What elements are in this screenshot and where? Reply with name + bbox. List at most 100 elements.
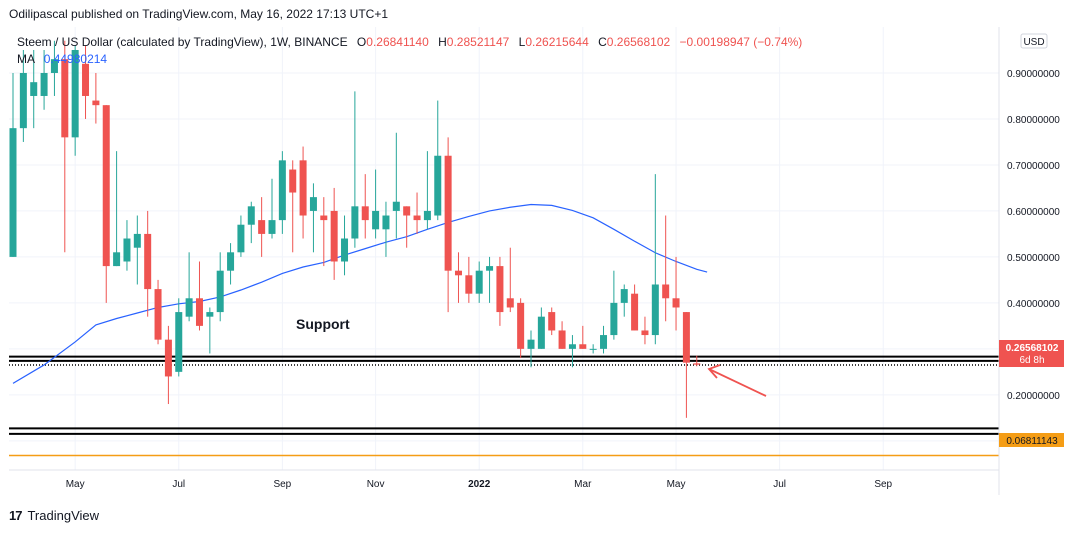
candle [558, 321, 566, 349]
time-tick-label: Jul [172, 479, 185, 490]
candle [237, 215, 245, 257]
candle [434, 100, 442, 221]
candle-body [268, 220, 276, 234]
candle-body [50, 59, 58, 73]
legend-row: Steem / US Dollar (calculated by Trading… [17, 35, 802, 49]
bar-countdown: 6d 8h [1019, 355, 1044, 366]
candle [351, 91, 359, 248]
candle-body [672, 298, 680, 308]
price-tick-label: 0.40000000 [1007, 299, 1060, 310]
candle [133, 215, 141, 285]
price-tick-label: 0.60000000 [1007, 207, 1060, 218]
candle-body [237, 224, 245, 253]
candle [506, 247, 514, 313]
candle-body [309, 197, 317, 211]
time-tick-label: Jul [773, 479, 786, 490]
candle-body [82, 63, 90, 96]
candle-body [475, 270, 483, 294]
candle [92, 72, 100, 124]
orange-line-label: 0.06811143 [999, 433, 1064, 447]
candle [123, 220, 131, 271]
candle [154, 279, 162, 345]
footer: 17 TradingView [9, 508, 99, 523]
candle [662, 215, 670, 322]
price-axis[interactable]: 0.90000000 0.80000000 0.70000000 0.60000000… [1007, 69, 1060, 448]
candle [579, 325, 587, 349]
legend-c-label: C [598, 35, 607, 49]
legend-o-label: O [357, 35, 366, 49]
candle [30, 49, 38, 129]
publish-info: Odilipascal published on TradingView.com… [9, 7, 389, 21]
legend-ma-value: 0.44980214 [44, 52, 108, 66]
candle-body [558, 330, 566, 349]
time-axis[interactable]: May Jul Sep Nov 2022 Mar May Jul Sep [66, 479, 893, 490]
candle [486, 256, 494, 303]
candle [589, 344, 597, 354]
candle-body [185, 298, 193, 317]
candle-body [434, 155, 442, 216]
candle [299, 146, 307, 239]
candle [372, 169, 380, 239]
candle-body [278, 160, 286, 221]
candle [258, 197, 266, 257]
candle [444, 137, 452, 313]
time-tick-label: Sep [273, 479, 291, 490]
legend-ma-row: MA 0.44980214 [17, 52, 107, 66]
candle-body [102, 105, 110, 267]
candle [392, 132, 400, 239]
candle-body [30, 82, 38, 96]
candle [309, 183, 317, 253]
candle [454, 252, 462, 303]
candle [641, 316, 649, 345]
candle [289, 160, 297, 253]
time-tick-label: May [667, 479, 686, 490]
candle-body [71, 49, 79, 138]
arrow-head [707, 364, 721, 379]
candle [82, 45, 90, 119]
candle [465, 256, 473, 303]
candle-body [454, 270, 462, 276]
candle-body [693, 363, 701, 365]
candle [413, 192, 421, 234]
candle-body [61, 59, 69, 138]
time-tick-label: May [66, 479, 85, 490]
arrow-shaft [708, 368, 767, 397]
candle [693, 355, 701, 367]
candle [206, 307, 214, 354]
candle-body [40, 72, 48, 96]
candle-body [517, 302, 525, 349]
candle-body [289, 169, 297, 193]
legend-ma-label: MA [17, 52, 35, 66]
candle [185, 252, 193, 322]
candle [61, 40, 69, 253]
price-tick-label: 0.70000000 [1007, 161, 1060, 172]
candle-body [247, 206, 255, 225]
candle-body [299, 160, 307, 216]
candle [672, 256, 680, 331]
candle-body [600, 335, 608, 349]
candle-body [320, 215, 328, 221]
candle-body [372, 210, 380, 230]
candle-body [589, 348, 597, 350]
currency-badge[interactable]: USD [1020, 33, 1048, 49]
candle [278, 151, 286, 234]
time-tick-label: 2022 [468, 479, 491, 490]
last-price-label: 0.26568102 6d 8h [999, 340, 1064, 367]
price-tick-label: 0.90000000 [1007, 69, 1060, 80]
price-tick-label: 0.50000000 [1007, 253, 1060, 264]
candle-body [423, 210, 431, 221]
time-tick-label: Sep [874, 479, 892, 490]
horizontal-lines [9, 355, 999, 457]
candle [195, 261, 203, 331]
time-tick-label: Mar [574, 479, 592, 490]
candle-body [403, 206, 411, 216]
candle [361, 174, 369, 239]
candle [423, 151, 431, 230]
candle [341, 215, 349, 276]
candle-body [682, 312, 690, 363]
candle-body [330, 210, 338, 262]
legend: Steem / US Dollar (calculated by Trading… [17, 35, 802, 66]
candle-body [144, 233, 152, 290]
candle [227, 243, 235, 285]
